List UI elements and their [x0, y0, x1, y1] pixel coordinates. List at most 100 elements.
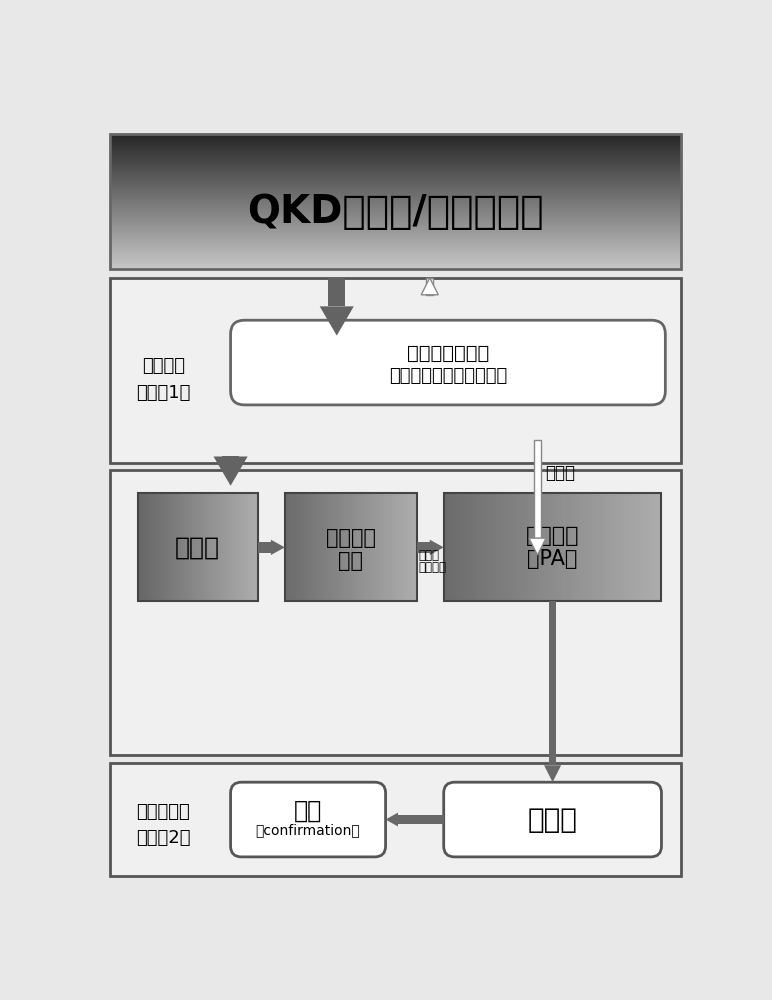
Bar: [110, 205, 681, 206]
Bar: [110, 160, 681, 161]
Bar: [110, 238, 681, 239]
Bar: [195, 493, 197, 601]
Bar: [588, 493, 591, 601]
Bar: [295, 493, 296, 601]
Bar: [110, 243, 681, 244]
Bar: [110, 182, 681, 184]
Bar: [215, 493, 218, 601]
Bar: [210, 493, 212, 601]
Bar: [239, 493, 242, 601]
Bar: [201, 493, 202, 601]
Bar: [110, 221, 681, 222]
Bar: [596, 493, 599, 601]
Bar: [161, 493, 164, 601]
Polygon shape: [271, 540, 285, 555]
Bar: [498, 493, 501, 601]
Bar: [110, 183, 681, 185]
Bar: [411, 493, 414, 601]
Bar: [501, 493, 504, 601]
Bar: [137, 493, 258, 601]
Bar: [110, 266, 681, 267]
Bar: [401, 493, 404, 601]
Bar: [110, 156, 681, 158]
Text: QKD（物理/软件模拟）: QKD（物理/软件模拟）: [247, 193, 544, 231]
Bar: [147, 493, 148, 601]
Bar: [110, 154, 681, 155]
Bar: [110, 136, 681, 137]
Bar: [517, 493, 520, 601]
Bar: [110, 168, 681, 169]
Bar: [381, 493, 382, 601]
Bar: [154, 493, 156, 601]
Bar: [157, 493, 159, 601]
Text: （PA）: （PA）: [527, 549, 577, 569]
Bar: [110, 161, 681, 162]
Bar: [285, 493, 417, 601]
Bar: [153, 493, 154, 601]
Bar: [255, 493, 256, 601]
Bar: [110, 243, 681, 245]
Bar: [110, 217, 681, 218]
Bar: [229, 493, 231, 601]
Bar: [110, 259, 681, 260]
Bar: [156, 493, 157, 601]
Bar: [110, 206, 681, 207]
Bar: [362, 493, 364, 601]
Bar: [137, 493, 140, 601]
Bar: [110, 148, 681, 150]
Bar: [139, 493, 141, 601]
Bar: [234, 493, 235, 601]
Bar: [198, 493, 199, 601]
Bar: [460, 493, 463, 601]
Bar: [377, 493, 379, 601]
Bar: [457, 493, 460, 601]
Bar: [110, 185, 681, 186]
Bar: [645, 493, 648, 601]
Bar: [395, 493, 398, 601]
Bar: [235, 493, 237, 601]
Bar: [110, 262, 681, 264]
Bar: [449, 493, 452, 601]
Bar: [244, 493, 246, 601]
Bar: [631, 493, 635, 601]
Bar: [253, 493, 255, 601]
Bar: [356, 493, 357, 601]
Bar: [181, 493, 183, 601]
Bar: [142, 493, 144, 601]
Bar: [110, 218, 681, 220]
Bar: [343, 493, 344, 601]
Text: （基、密鑰、是否响应）: （基、密鑰、是否响应）: [389, 367, 507, 385]
Bar: [110, 219, 681, 220]
Bar: [110, 170, 681, 171]
Bar: [202, 493, 204, 601]
Bar: [591, 493, 594, 601]
Bar: [340, 493, 343, 601]
Bar: [110, 249, 681, 250]
Bar: [455, 493, 458, 601]
Bar: [328, 278, 345, 306]
Bar: [318, 493, 320, 601]
Bar: [468, 493, 472, 601]
Bar: [604, 493, 608, 601]
Bar: [110, 151, 681, 152]
Bar: [564, 493, 567, 601]
Bar: [110, 247, 681, 248]
Bar: [379, 493, 381, 601]
Bar: [193, 493, 195, 601]
Bar: [245, 493, 248, 601]
Bar: [110, 155, 681, 156]
Bar: [191, 493, 194, 601]
Bar: [164, 493, 167, 601]
Text: 误码率: 误码率: [418, 549, 439, 562]
Bar: [199, 493, 201, 601]
Bar: [526, 493, 529, 601]
Bar: [314, 493, 317, 601]
Bar: [110, 236, 681, 238]
Bar: [610, 493, 613, 601]
Bar: [308, 493, 310, 601]
Bar: [110, 146, 681, 147]
Bar: [185, 493, 186, 601]
Bar: [110, 225, 681, 227]
Bar: [110, 244, 681, 246]
Bar: [223, 493, 225, 601]
